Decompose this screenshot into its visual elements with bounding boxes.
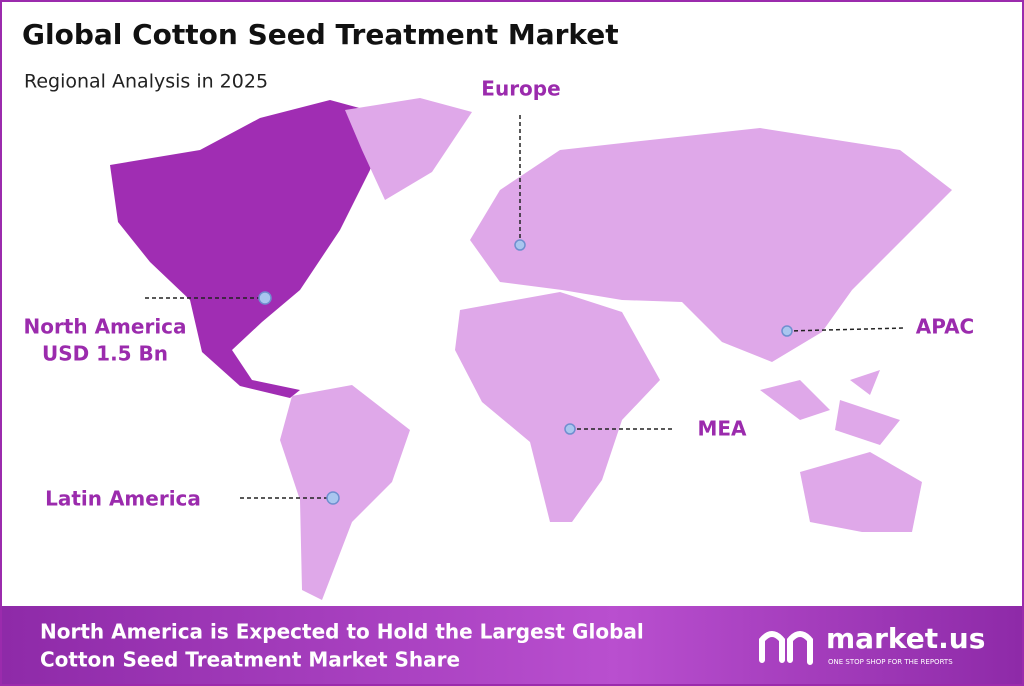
logo-tagline: ONE STOP SHOP FOR THE REPORTS xyxy=(828,658,953,666)
south-america xyxy=(280,385,410,600)
north-america xyxy=(110,100,385,398)
logo: market.us ONE STOP SHOP FOR THE REPORTS xyxy=(759,622,985,666)
region-label: APAC xyxy=(916,315,974,339)
apac-line xyxy=(786,327,906,332)
subtitle: Regional Analysis in 2025 xyxy=(24,71,268,93)
logo-icon xyxy=(759,631,813,665)
africa xyxy=(455,292,660,522)
footer-text: North America is Expected to Hold the La… xyxy=(40,620,644,644)
se-asia-islands xyxy=(760,370,900,445)
title: Global Cotton Seed Treatment Market xyxy=(22,18,619,51)
leader-lines xyxy=(145,115,906,499)
region-value: USD 1.5 Bn xyxy=(42,342,168,366)
region-label: North America xyxy=(23,315,186,339)
greenland xyxy=(345,98,472,200)
logo-name: market.us xyxy=(826,622,985,655)
footer-text: Cotton Seed Treatment Market Share xyxy=(40,648,460,672)
region-label: MEA xyxy=(697,417,747,441)
australia xyxy=(800,452,922,532)
eurasia xyxy=(470,128,952,362)
world-map xyxy=(110,98,952,600)
north-america-dot xyxy=(258,291,272,305)
footer-band xyxy=(2,606,1022,684)
europe-dot xyxy=(514,239,526,251)
mea-dot xyxy=(564,423,576,435)
region-dots xyxy=(258,239,793,505)
latin-america-dot xyxy=(326,491,340,505)
region-label: Europe xyxy=(481,77,560,101)
apac-dot xyxy=(781,325,793,337)
region-label: Latin America xyxy=(45,487,201,511)
